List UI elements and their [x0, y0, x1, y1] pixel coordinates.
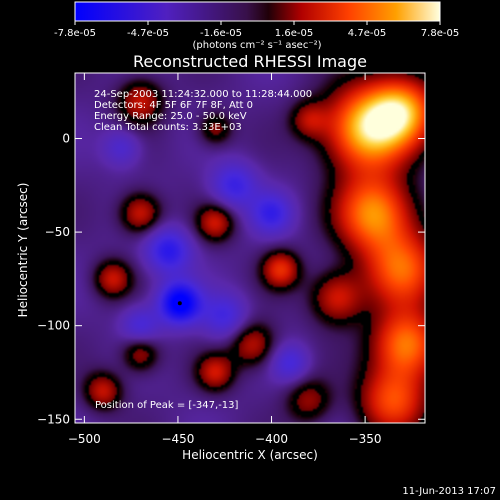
x-tick-label: −350	[349, 432, 382, 446]
y-axis-ticks: 0 −50 −100 −150	[37, 132, 425, 426]
colorbar-tick-label: 1.6e-05	[275, 28, 313, 39]
x-tick-label: −500	[68, 432, 101, 446]
colorbar: -7.8e-05 -4.7e-05 -1.6e-05 1.6e-05 4.7e-05 7.…	[54, 1, 459, 51]
y-tick-label: −100	[37, 319, 70, 333]
footer-date: 11-Jun-2013 17:07	[402, 486, 496, 497]
peak-position-text: Position of Peak = [-347,-13]	[95, 400, 239, 411]
y-axis-label: Heliocentric Y (arcsec)	[16, 183, 30, 318]
annotation-line: Detectors: 4F 5F 6F 7F 8F, Att 0	[94, 100, 253, 111]
annotation-line: Clean Total counts: 3.33E+03	[94, 122, 242, 133]
minimum-marker	[177, 301, 182, 306]
colorbar-units: (photons cm⁻² s⁻¹ asec⁻²)	[192, 40, 321, 51]
colorbar-tick-label: 7.8e-05	[421, 28, 459, 39]
annotation-block: 24-Sep-2003 11:24:32.000 to 11:28:44.000…	[94, 89, 312, 133]
annotation-line: Energy Range: 25.0 - 50.0 keV	[94, 111, 247, 122]
colorbar-ticks: -7.8e-05 -4.7e-05 -1.6e-05 1.6e-05 4.7e-05 7.…	[54, 21, 459, 39]
x-axis-ticks: −500 −450 −400 −350	[68, 73, 382, 446]
min-marker	[177, 301, 182, 306]
heatmap-raster	[75, 73, 425, 423]
colorbar-tick-label: -4.7e-05	[127, 28, 169, 39]
heatmap-image	[75, 73, 425, 423]
x-tick-label: −400	[255, 432, 288, 446]
x-axis-label: Heliocentric X (arcsec)	[182, 448, 318, 462]
colorbar-gradient	[74, 1, 441, 22]
y-tick-label: −150	[37, 412, 70, 426]
x-tick-label: −450	[161, 432, 194, 446]
annotation-line: 24-Sep-2003 11:24:32.000 to 11:28:44.000	[94, 89, 312, 100]
colorbar-tick-label: -1.6e-05	[200, 28, 242, 39]
colorbar-tick-label: -7.8e-05	[54, 28, 96, 39]
chart-title: Reconstructed RHESSI Image	[133, 52, 367, 71]
plot-frame: −500 −450 −400 −350 0 −50 −100 −150	[37, 72, 426, 446]
y-tick-label: −50	[45, 225, 70, 239]
colorbar-tick-label: 4.7e-05	[348, 28, 386, 39]
y-tick-label: 0	[62, 132, 70, 146]
